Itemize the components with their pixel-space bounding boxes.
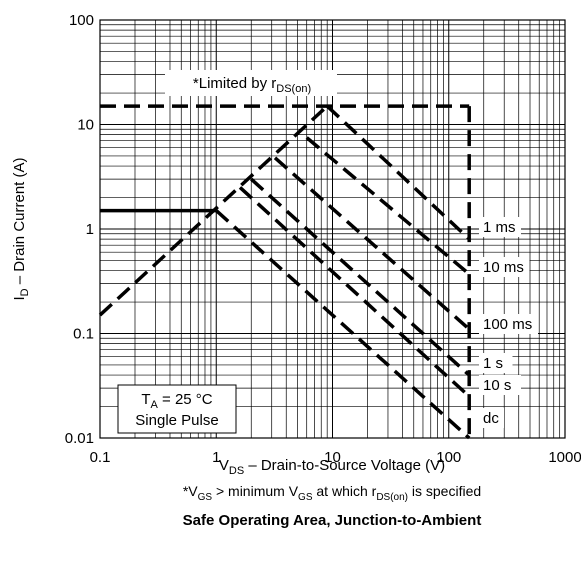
curve-label: dc <box>483 410 499 427</box>
series-line-10-s <box>238 186 471 398</box>
rdson-label-box <box>165 70 337 96</box>
conditions-box <box>117 384 237 434</box>
curve-label-bg <box>479 375 521 395</box>
curve-label: 10 ms <box>483 259 524 276</box>
y-tick-label: 0.01 <box>65 430 94 447</box>
plot-frame <box>99 19 566 439</box>
curve-label-bg <box>479 314 538 334</box>
x-tick-label: 100 <box>436 449 461 466</box>
series-line-100-ms <box>273 156 471 331</box>
conditions-ta: TA = 25 °C <box>141 391 212 411</box>
tick-layer: 0.1 1 10 100 1000 0.01 0.1 1 10 100 <box>65 12 581 466</box>
x-axis-label: VDS – Drain-to-Source Voltage (V) <box>219 457 445 477</box>
annotation-layer: *Limited by rDS(on) TA = 25 °C Single Pu… <box>117 70 337 434</box>
series-line-1-s <box>250 177 471 377</box>
curve-layer <box>98 104 471 440</box>
curve-label-bg <box>479 353 513 373</box>
y-tick-label: 0.1 <box>73 326 94 343</box>
curve-label: 1 ms <box>483 219 516 236</box>
curve-label-bg <box>479 217 521 237</box>
x-tick-label: 1000 <box>548 449 581 466</box>
curve-label: 1 s <box>483 355 503 372</box>
series-line-10-ms <box>305 136 471 276</box>
y-axis-label: ID – Drain Current (A) <box>11 158 31 301</box>
series-line-1-ms <box>326 104 471 241</box>
chart-title: Safe Operating Area, Junction-to-Ambient <box>183 512 482 529</box>
x-tick-label: 0.1 <box>90 449 111 466</box>
y-tick-label: 100 <box>69 12 94 29</box>
y-tick-label: 10 <box>77 117 94 134</box>
x-tick-label: 1 <box>212 449 220 466</box>
x-axis-note: *VGS > minimum VGS at which rDS(on) is s… <box>183 483 481 503</box>
series-line-dc <box>215 209 471 440</box>
curve-label-layer: 1 ms 10 ms 100 ms 1 s 10 s dc <box>479 217 538 428</box>
conditions-pulse: Single Pulse <box>135 412 218 429</box>
y-tick-label: 1 <box>86 221 94 238</box>
curve-label: 100 ms <box>483 316 532 333</box>
curve-label-bg <box>479 257 530 277</box>
rdson-label: *Limited by rDS(on) <box>193 75 311 95</box>
curve-label: 10 s <box>483 377 511 394</box>
curve-label-bg <box>479 408 504 428</box>
x-tick-label: 10 <box>324 449 341 466</box>
